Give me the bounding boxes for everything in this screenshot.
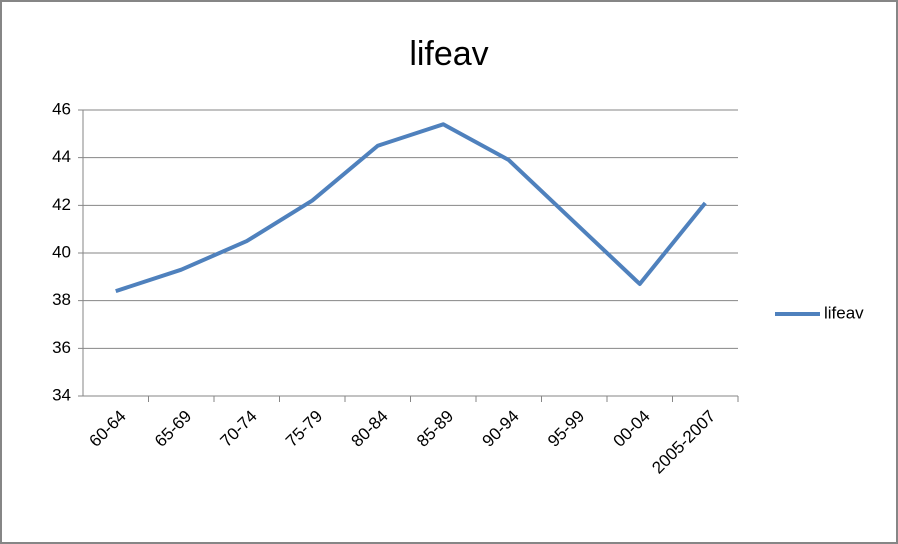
legend-label: lifeav [824, 303, 864, 322]
y-tick-label: 46 [52, 99, 71, 118]
y-tick-label: 38 [52, 290, 71, 309]
line [115, 122, 707, 294]
y-tick-label: 42 [52, 195, 71, 214]
y-tick-label: 40 [52, 242, 71, 261]
y-tick-label: 34 [52, 385, 71, 404]
y-tick-label: 44 [52, 147, 71, 166]
chart-title: lifeav [409, 35, 488, 73]
y-tick-label: 36 [52, 338, 71, 357]
